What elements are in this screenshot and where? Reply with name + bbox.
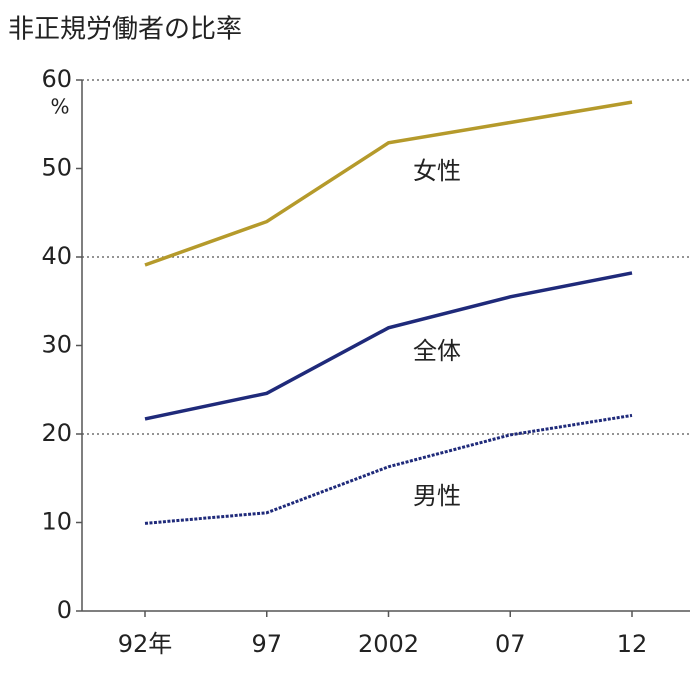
y-tick-label: 40 bbox=[41, 242, 72, 270]
chart-title: 非正規労働者の比率 bbox=[8, 15, 242, 45]
series-label: 男性 bbox=[413, 482, 461, 510]
y-tick-label: 30 bbox=[41, 331, 72, 359]
y-tick-label: 50 bbox=[41, 154, 72, 182]
x-tick-label: 97 bbox=[251, 630, 282, 658]
x-tick-label: 12 bbox=[617, 630, 648, 658]
series-line bbox=[144, 271, 633, 421]
series-label: 全体 bbox=[413, 337, 461, 365]
x-tick-label: 92年 bbox=[118, 630, 173, 658]
series-line bbox=[144, 100, 633, 267]
y-tick-label: 0 bbox=[57, 596, 72, 624]
y-unit: % bbox=[50, 95, 69, 119]
y-tick-label: 20 bbox=[41, 419, 72, 447]
x-tick-label: 2002 bbox=[358, 630, 419, 658]
x-tick-label: 07 bbox=[495, 630, 526, 658]
y-tick-label: 60 bbox=[41, 65, 72, 93]
series-label: 女性 bbox=[413, 157, 461, 185]
series-line bbox=[144, 413, 633, 525]
y-tick-label: 10 bbox=[41, 508, 72, 536]
